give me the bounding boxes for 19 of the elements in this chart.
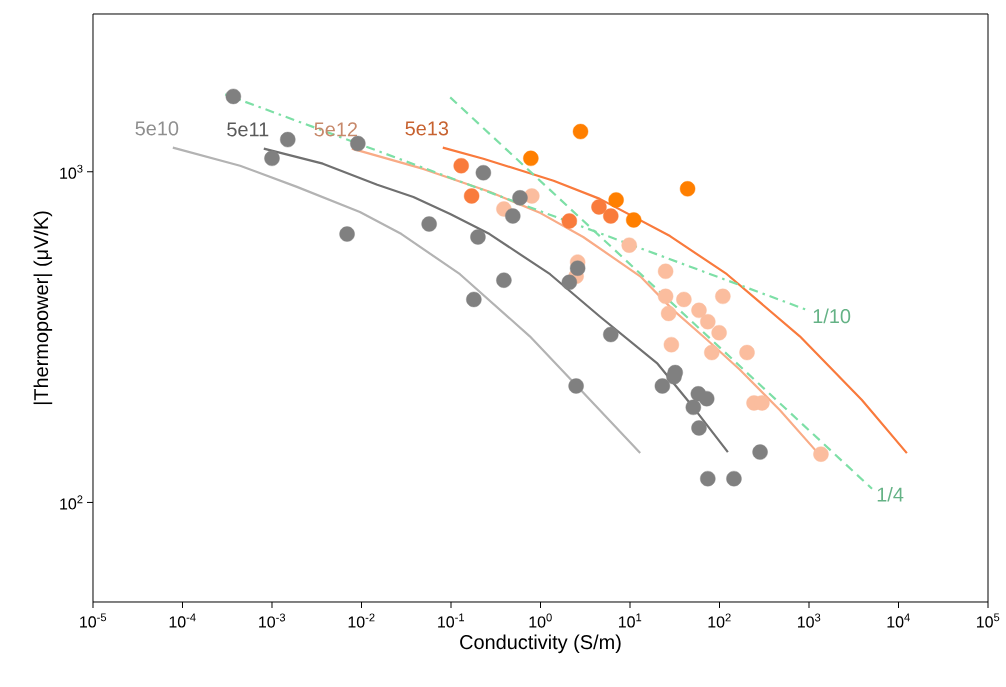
y-axis-title: |Thermopower| (μV/K) — [33, 211, 53, 405]
x-axis-title: Conductivity (S/m) — [460, 634, 621, 654]
x-tick-label: 10$^{5}$ — [977, 613, 1000, 628]
x-tick-label: 10$^{-1}$ — [438, 613, 465, 628]
x-tick-label: 10$^{3}$ — [798, 613, 821, 628]
x-tick-label: 10$^{2}$ — [708, 613, 731, 628]
x-tick-label: 10$^{0}$ — [529, 613, 552, 628]
series-label: 5e11 — [227, 122, 269, 137]
series-label: 5e13 — [405, 121, 449, 136]
series-label: 5e12 — [314, 122, 357, 137]
x-tick-label: 10$^{-3}$ — [259, 613, 286, 628]
x-tick-label: 10$^{-2}$ — [348, 613, 375, 628]
series-label: 1/4 — [877, 486, 904, 502]
x-tick-label: 10$^{1}$ — [619, 613, 642, 628]
x-tick-label: 10$^{-4}$ — [169, 613, 196, 628]
series-label: 5e10 — [135, 121, 179, 136]
x-tick-label: 10$^{4}$ — [887, 613, 910, 628]
x-tick-label: 10$^{-5}$ — [80, 613, 107, 628]
series-label: 1/10 — [813, 308, 851, 324]
